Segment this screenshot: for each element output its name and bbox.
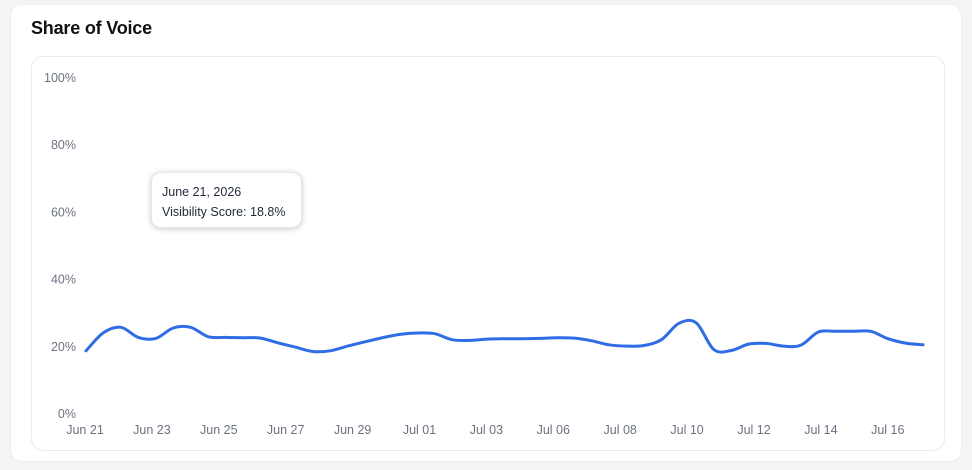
x-tick-label: Jul 06: [537, 423, 570, 437]
x-tick-label: Jun 23: [133, 423, 171, 437]
tooltip-value: Visibility Score: 18.8%: [162, 205, 286, 219]
x-tick-label: Jun 27: [267, 423, 305, 437]
x-tick-label: Jul 10: [670, 423, 703, 437]
y-tick-label: 0%: [58, 407, 76, 421]
chart-panel: [31, 56, 945, 451]
x-tick-label: Jun 21: [66, 423, 104, 437]
y-axis: 0% 20% 40% 60% 80% 100%: [44, 71, 76, 421]
x-tick-label: Jul 03: [470, 423, 503, 437]
x-tick-label: Jul 14: [804, 423, 837, 437]
x-tick-label: Jul 12: [737, 423, 770, 437]
tooltip-date: June 21, 2026: [162, 185, 242, 199]
chart-tooltip: June 21, 2026 Visibility Score: 18.8%: [151, 172, 302, 228]
y-tick-label: 40%: [51, 273, 76, 287]
card-title: Share of Voice: [31, 18, 152, 38]
y-tick-label: 80%: [51, 138, 76, 152]
x-tick-label: Jun 29: [334, 423, 372, 437]
y-tick-label: 20%: [51, 340, 76, 354]
x-axis: Jun 21 Jun 23 Jun 25 Jun 27 Jun 29 Jul 01 Jul …: [66, 423, 904, 437]
y-tick-label: 100%: [44, 71, 76, 85]
series-line[interactable]: [84, 318, 925, 354]
series-layer: [84, 318, 925, 354]
x-tick-label: Jun 25: [200, 423, 238, 437]
x-tick-label: Jul 08: [604, 423, 637, 437]
y-tick-label: 60%: [51, 205, 76, 219]
x-tick-label: Jul 01: [403, 423, 436, 437]
x-tick-label: Jul 16: [871, 423, 904, 437]
